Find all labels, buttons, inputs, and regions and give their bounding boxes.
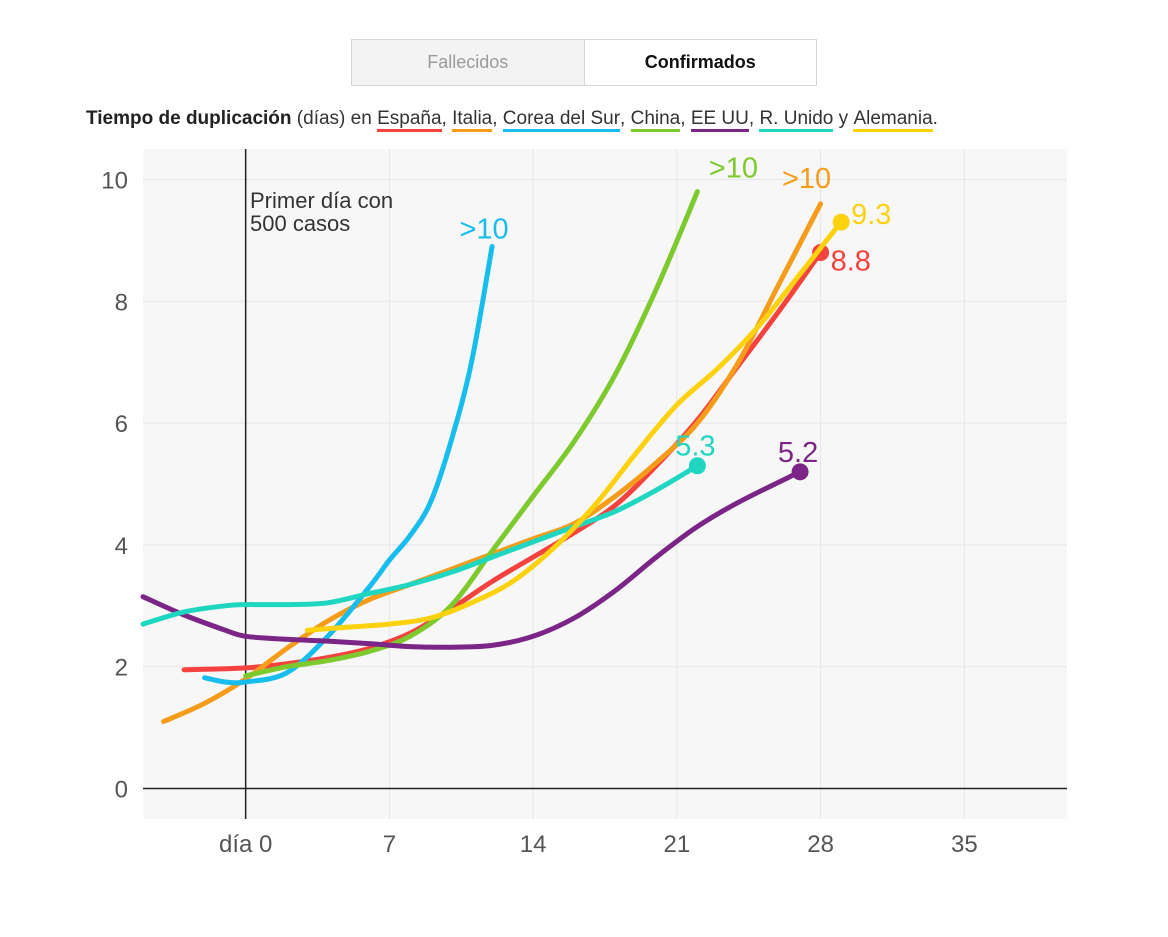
series-end-label-espana: 8.8: [831, 246, 871, 278]
subtitle-sep: ,: [492, 108, 498, 129]
subtitle-country-eeuu: EE UU: [690, 109, 749, 132]
subtitle-bold: Tiempo de duplicación: [86, 108, 292, 129]
series-end-label-italia: >10: [782, 163, 831, 195]
annotation-line-2: 500 casos: [250, 211, 350, 236]
subtitle-country-espana: España: [377, 109, 442, 132]
series-end-marker-r-unido: [688, 457, 706, 475]
series-line-corea-del-sur: [202, 244, 495, 686]
series-end-marker-alemania: [832, 213, 850, 231]
series-end-label-ee-uu: 5.2: [778, 437, 818, 469]
subtitle-sep: ,: [680, 108, 686, 129]
end-labels: 8.8 >10 >10 >10 5.2 5.3 9.3: [459, 153, 891, 469]
subtitle-sep: ,: [748, 108, 755, 129]
subtitle-country-runido: R. Unido: [759, 109, 834, 132]
subtitle-and: y: [838, 108, 849, 129]
series-line-china: [243, 189, 700, 679]
y-tick-label: 0: [115, 777, 128, 804]
series-line-italia: [161, 201, 824, 724]
x-tick-label: 35: [951, 831, 978, 858]
plot-background: [143, 149, 1067, 819]
subtitle-sep: ,: [620, 108, 626, 129]
axes: 0 2 4 6 8 10 día 0 7 14 21 28 35: [101, 149, 1067, 858]
x-tick-label: día 0: [219, 831, 272, 858]
series-line-r-unido: [140, 463, 700, 627]
series-end-label-r-unido: 5.3: [675, 431, 715, 463]
subtitle-country-corea: Corea del Sur: [502, 109, 621, 132]
toggle-confirmados-button[interactable]: Confirmados: [584, 40, 816, 85]
day-zero-annotation: Primer día con 500 casos: [250, 188, 393, 236]
series-lines: [140, 189, 850, 724]
toggle-fallecidos-button[interactable]: Fallecidos: [352, 40, 585, 85]
series-end-label-corea-del-sur: >10: [459, 213, 508, 245]
y-tick-label: 2: [115, 655, 128, 682]
subtitle-en: en: [350, 108, 372, 129]
subtitle-country-china: China: [630, 109, 681, 132]
annotation-line-1: Primer día con: [250, 188, 393, 213]
subtitle-country-alemania: Alemania: [853, 109, 933, 132]
subtitle-country-italia: Italia: [452, 109, 493, 132]
y-tick-label: 4: [115, 533, 128, 560]
series-line-alemania: [304, 219, 844, 633]
series-end-label-china: >10: [709, 153, 758, 185]
y-tick-label: 8: [115, 289, 128, 316]
subtitle-units: (días): [296, 108, 346, 129]
x-tick-label: 14: [520, 831, 547, 858]
subtitle-sep: ,: [441, 108, 447, 129]
y-tick-label: 10: [101, 167, 128, 194]
series-end-marker-ee-uu: [791, 463, 809, 481]
x-tick-label: 7: [383, 831, 396, 858]
metric-toggle: Fallecidos Confirmados: [351, 39, 817, 86]
series-end-label-alemania: 9.3: [851, 199, 891, 231]
chart-subtitle: Tiempo de duplicación (días) en España, …: [86, 108, 938, 132]
y-tick-label: 6: [115, 411, 128, 438]
subtitle-end: .: [932, 108, 938, 129]
x-tick-label: 28: [807, 831, 834, 858]
series-line-ee-uu: [140, 469, 803, 650]
x-tick-label: 21: [664, 831, 691, 858]
